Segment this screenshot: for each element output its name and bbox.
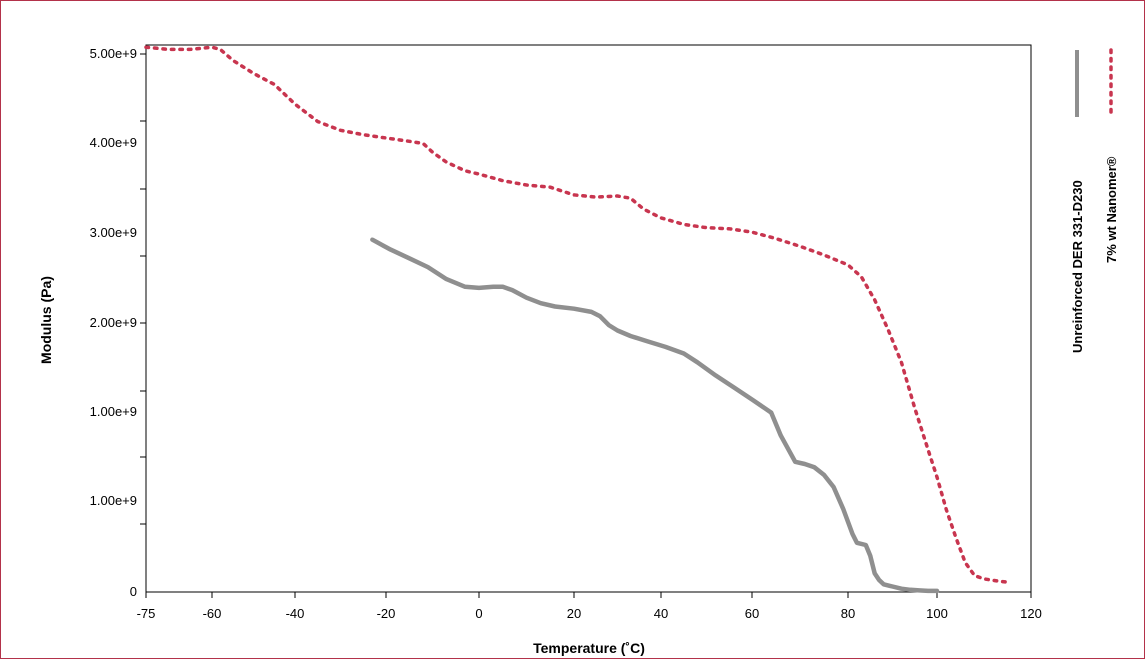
x-tick-label: 60	[745, 606, 759, 621]
x-axis-title: Temperature (˚C)	[533, 640, 645, 656]
x-tick-label: -40	[286, 606, 305, 621]
y-tick-label: 0	[130, 584, 137, 599]
y-axis-title: Modulus (Pa)	[38, 276, 54, 364]
plot-area	[145, 44, 1032, 593]
legend-label-unreinforced: Unreinforced DER 331-D230	[1070, 180, 1085, 353]
legend-label-nanomer: 7% wt Nanomer®	[1104, 156, 1119, 263]
y-tick-label: 2.00e+9	[90, 315, 137, 330]
x-tick-label: 80	[841, 606, 855, 621]
x-tick-label: -20	[377, 606, 396, 621]
series-line-nanomer	[144, 45, 1010, 584]
plot-frame	[145, 44, 1032, 593]
legend: Unreinforced DER 331-D230 7% wt Nanomer®	[1070, 48, 1119, 353]
x-tick-label: 0	[475, 606, 482, 621]
y-axis-ticks: 0 1.00e+9 1.00e+9 2.00e+9 3.00e+9 4.00e+9 5.00…	[90, 46, 146, 599]
x-axis-ticks: -75 -60 -40 -20 0 20 40 60 80 100 120	[137, 592, 1042, 621]
y-tick-label: 3.00e+9	[90, 225, 137, 240]
y-tick-label: 1.00e+9	[90, 404, 137, 419]
y-tick-label: 1.00e+9	[90, 493, 137, 508]
x-tick-label: -60	[203, 606, 222, 621]
y-tick-label: 5.00e+9	[90, 46, 137, 61]
x-tick-label: 40	[654, 606, 668, 621]
y-tick-label: 4.00e+9	[90, 135, 137, 150]
x-tick-label: 20	[567, 606, 581, 621]
x-tick-label: 120	[1020, 606, 1042, 621]
x-tick-label: 100	[926, 606, 948, 621]
series-lines	[144, 45, 1010, 594]
series-line-unreinforced	[370, 237, 940, 594]
x-tick-label: -75	[137, 606, 156, 621]
